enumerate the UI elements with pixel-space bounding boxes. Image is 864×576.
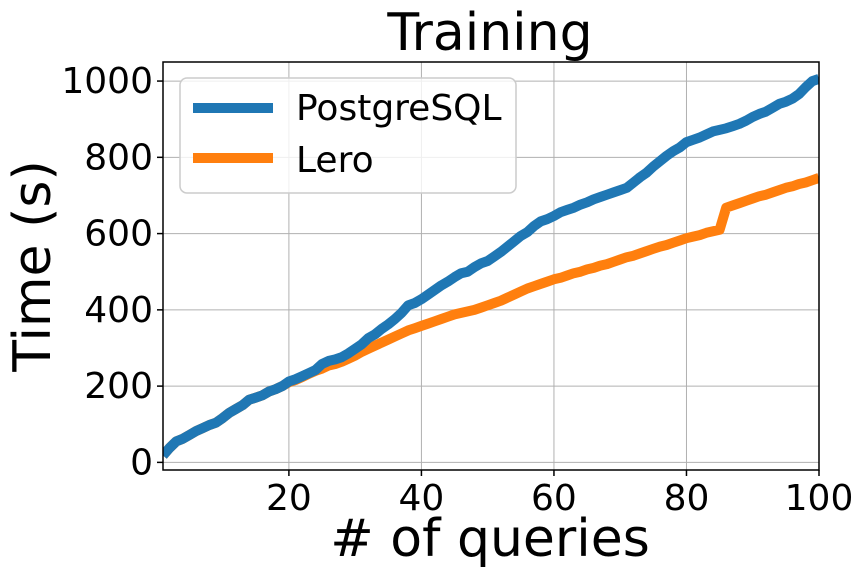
y-axis-label: Time (s) (3, 160, 63, 372)
chart-title: Training (386, 3, 592, 63)
y-tick-label: 600 (84, 214, 153, 255)
x-tick-label: 60 (531, 478, 577, 519)
y-tick-label: 200 (84, 366, 153, 407)
y-tick-label: 1000 (61, 61, 153, 102)
y-tick-label: 400 (84, 290, 153, 331)
x-tick-label: 100 (785, 478, 854, 519)
legend-label-lero: Lero (296, 140, 374, 181)
x-axis-label: # of queries (330, 509, 650, 569)
series-line-postgresql (163, 74, 819, 459)
legend-label-postgresql: PostgreSQL (296, 88, 502, 129)
x-tick-label: 40 (399, 478, 445, 519)
x-tick-label: 20 (266, 478, 312, 519)
legend: PostgreSQL Lero (179, 77, 517, 194)
y-tick-label: 0 (130, 442, 153, 483)
series-lines (163, 74, 819, 459)
plot-frame (162, 61, 820, 471)
y-tick-label: 800 (84, 137, 153, 178)
x-tick-label: 80 (664, 478, 710, 519)
